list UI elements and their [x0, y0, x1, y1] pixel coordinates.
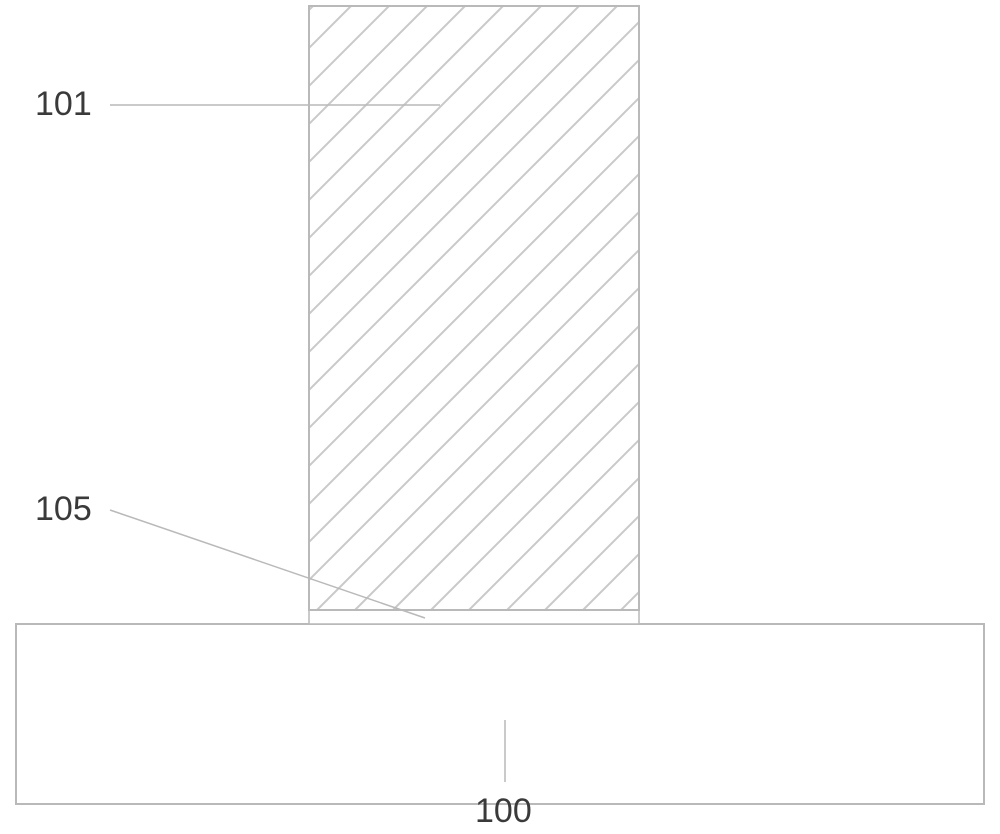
technical-cross-section-diagram: 101 105 100 [0, 0, 1000, 834]
label-105: 105 [35, 490, 92, 528]
label-101: 101 [35, 85, 92, 123]
label-100: 100 [475, 792, 532, 830]
pillar-group [0, 6, 1000, 610]
oxide-layer-rect [309, 610, 639, 624]
pillar-rect [309, 6, 639, 610]
substrate-rect [16, 624, 984, 804]
